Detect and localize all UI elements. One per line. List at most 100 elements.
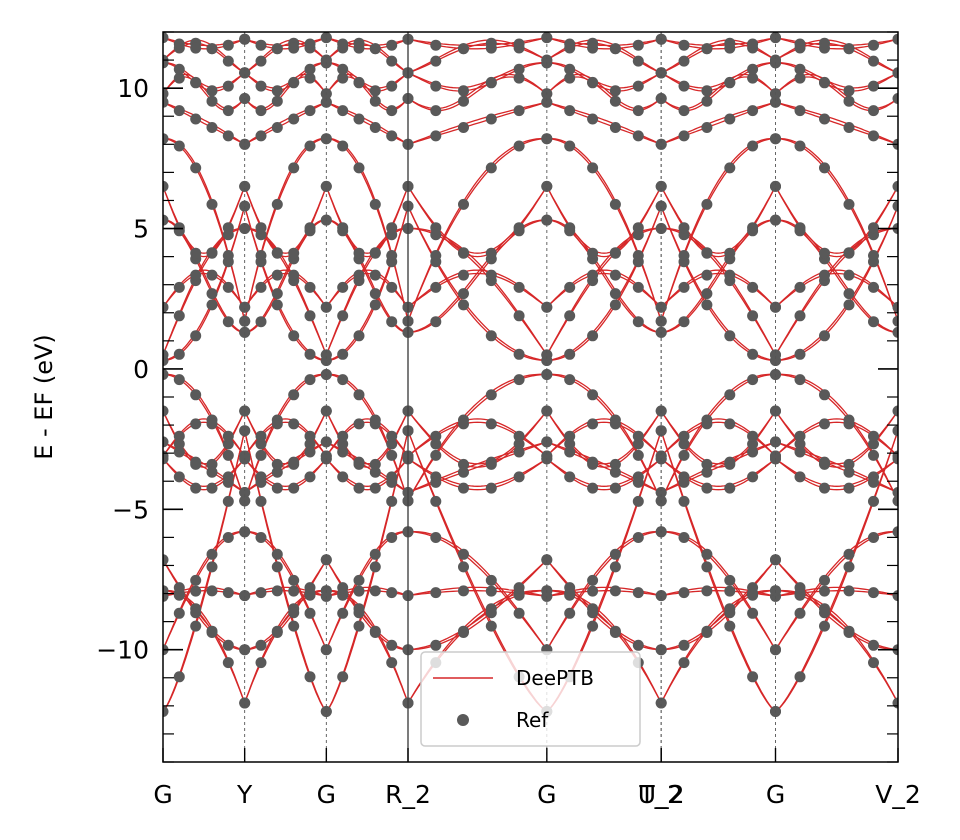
ref-point — [485, 482, 497, 494]
ref-point — [513, 105, 525, 117]
ref-point — [868, 438, 879, 450]
ref-point — [868, 476, 879, 488]
ref-point — [369, 85, 381, 97]
ref-point — [587, 482, 599, 494]
ref-point — [288, 77, 300, 89]
ref-point — [271, 466, 283, 478]
ref-point — [369, 247, 381, 259]
ref-point — [678, 80, 690, 92]
ref-point — [541, 180, 553, 192]
y-tick-label: −5 — [112, 495, 149, 524]
deeptb-band-line — [660, 430, 776, 712]
deeptb-band-line — [244, 559, 327, 651]
deeptb-band-line — [661, 219, 776, 334]
ref-point — [430, 476, 442, 488]
ref-point — [868, 130, 879, 142]
deeptb-band-line — [407, 441, 548, 494]
deeptb-band-line — [546, 186, 662, 254]
ref-point — [843, 95, 855, 107]
ref-point — [843, 466, 855, 478]
ref-point — [843, 247, 855, 259]
ref-point — [458, 299, 469, 311]
ref-point — [724, 418, 736, 430]
ref-point — [222, 587, 234, 599]
ref-point — [337, 281, 349, 293]
ref-point — [724, 269, 736, 281]
ref-point — [163, 301, 169, 313]
y-tick-label: −10 — [96, 636, 149, 665]
ref-point — [173, 310, 185, 322]
deeptb-band-line — [163, 186, 246, 258]
ref-point — [632, 281, 644, 293]
ref-point — [609, 269, 621, 281]
deeptb-band-line — [546, 205, 662, 362]
ref-point — [747, 589, 759, 601]
ref-point — [369, 288, 381, 300]
ref-point — [337, 589, 349, 601]
ref-point — [794, 471, 806, 483]
ref-point — [485, 42, 497, 54]
ref-point — [163, 554, 169, 566]
ref-point — [892, 180, 898, 192]
ref-point — [163, 133, 169, 145]
ref-point — [222, 449, 234, 461]
ref-point — [770, 349, 781, 361]
deeptb-band-line — [407, 559, 548, 651]
ref-point — [564, 430, 576, 442]
ref-point — [206, 458, 218, 470]
ref-point — [843, 418, 855, 430]
ref-point — [513, 140, 525, 152]
deeptb-band-line — [325, 186, 409, 258]
legend-marker-ref — [457, 714, 469, 726]
ref-point — [369, 95, 381, 107]
ref-point — [701, 561, 713, 573]
deeptb-band-line — [661, 559, 776, 651]
ref-point — [206, 466, 218, 478]
ref-point — [843, 299, 855, 311]
ref-point — [770, 96, 781, 108]
ref-point — [794, 589, 806, 601]
ref-point — [794, 374, 806, 386]
legend-label-deeptb: DeePTB — [516, 666, 594, 690]
ref-point — [190, 113, 202, 125]
ref-point — [632, 476, 644, 488]
ref-point — [386, 438, 398, 450]
ref-point — [819, 162, 830, 174]
ref-point — [320, 96, 332, 108]
ref-point — [430, 250, 442, 261]
ref-point — [655, 590, 667, 602]
ref-point — [222, 55, 234, 67]
ref-point — [320, 32, 332, 44]
deeptb-band-line — [244, 559, 327, 651]
ref-point — [222, 438, 234, 450]
ref-point — [458, 561, 469, 573]
ref-point — [337, 671, 349, 683]
ref-point — [458, 247, 469, 259]
ref-point — [632, 449, 644, 461]
ref-point — [587, 574, 599, 586]
ref-point — [724, 77, 736, 89]
ref-point — [369, 122, 381, 133]
ref-point — [288, 620, 300, 632]
ref-point — [587, 418, 599, 430]
ref-point — [868, 587, 879, 599]
ref-point — [353, 247, 365, 259]
ref-point — [701, 418, 713, 430]
ref-point — [892, 200, 898, 212]
ref-point — [564, 446, 576, 458]
ref-point — [206, 43, 218, 55]
ref-point — [564, 589, 576, 601]
ref-point — [337, 105, 349, 117]
ref-point — [843, 122, 855, 133]
ref-point — [163, 369, 169, 380]
ref-point — [747, 281, 759, 293]
ref-point — [892, 526, 898, 538]
ref-point — [163, 706, 169, 717]
ref-point — [271, 269, 283, 281]
ref-point — [369, 482, 381, 494]
deeptb-band-line — [163, 430, 246, 712]
ref-point — [868, 495, 879, 507]
deeptb-band-line — [775, 458, 898, 487]
ref-point — [163, 214, 169, 226]
deeptb-band-line — [546, 186, 662, 258]
